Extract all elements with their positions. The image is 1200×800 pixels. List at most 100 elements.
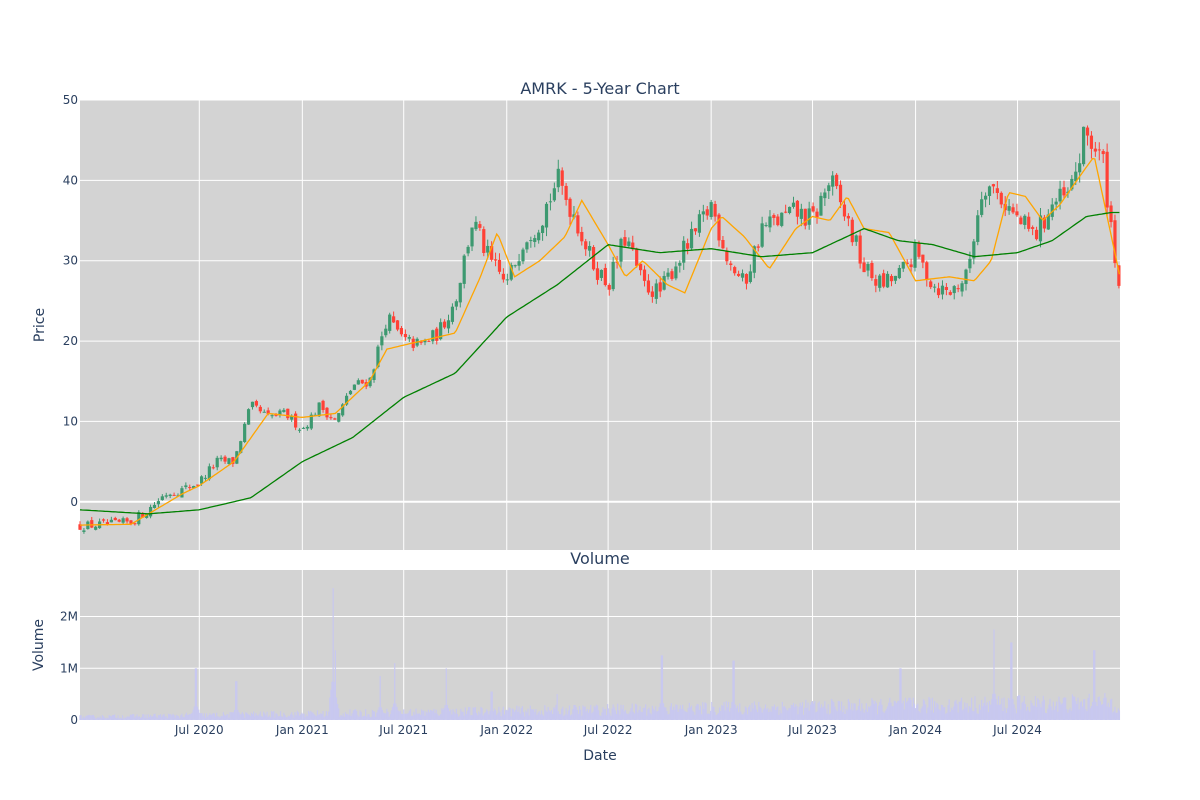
volume-bar — [232, 712, 235, 720]
volume-bar — [478, 711, 480, 720]
volume-bar — [307, 710, 310, 720]
volume-bar — [126, 716, 128, 720]
volume-bar — [990, 704, 992, 720]
volume-bar — [321, 713, 323, 720]
volume-bar — [906, 702, 908, 720]
volume-bar — [617, 703, 619, 720]
volume-bar — [931, 697, 933, 720]
candle-up — [627, 241, 631, 247]
volume-bar — [82, 716, 84, 720]
volume-bar — [434, 712, 436, 720]
volume-bar — [361, 716, 363, 720]
candle-down — [1019, 217, 1023, 225]
volume-bar — [1013, 704, 1015, 720]
volume-bar — [184, 714, 186, 720]
volume-bar — [707, 713, 709, 720]
volume-bar — [390, 710, 392, 720]
volume-bar — [611, 708, 613, 720]
volume-bar — [398, 711, 400, 720]
candle-down — [442, 321, 447, 328]
volume-bar — [219, 717, 221, 720]
volume-bar — [535, 709, 537, 720]
volume-bar — [925, 704, 927, 720]
volume-bar — [865, 703, 867, 720]
volume-bar — [574, 705, 576, 720]
volume-bar — [259, 711, 261, 720]
candle-down — [607, 284, 611, 290]
candle-down — [141, 513, 145, 518]
volume-bar — [586, 709, 588, 720]
volume-bar — [409, 709, 412, 720]
volume-bar — [142, 714, 144, 720]
volume-bar — [437, 715, 440, 720]
candle-down — [729, 263, 733, 266]
volume-bar — [273, 711, 275, 720]
volume-bar — [739, 703, 741, 720]
volume-bar — [170, 714, 172, 720]
volume-bar — [860, 710, 862, 720]
volume-bar — [117, 715, 119, 720]
volume-bar — [654, 710, 656, 720]
volume-bar — [798, 706, 800, 720]
candle-down — [1031, 227, 1035, 229]
price-y-tick-label: 40 — [63, 173, 78, 187]
volume-bar — [1087, 697, 1089, 720]
candle-up — [192, 486, 196, 489]
candle-up — [148, 506, 153, 517]
candle-up — [983, 195, 988, 200]
volume-bar — [596, 705, 599, 720]
volume-bar — [796, 706, 798, 720]
volume-bar — [716, 714, 718, 720]
candle-up — [227, 458, 231, 465]
volume-bar — [937, 704, 939, 720]
volume-bar — [471, 715, 473, 720]
volume-bar — [1072, 696, 1075, 720]
volume-bar — [928, 697, 930, 720]
volume-bar — [93, 716, 96, 720]
volume-bar — [246, 712, 248, 720]
volume-bar — [1115, 712, 1117, 720]
candle-up — [682, 240, 686, 263]
volume-bar — [687, 707, 689, 720]
volume-bar — [527, 708, 529, 720]
candle-down — [133, 523, 137, 525]
volume-bar — [986, 702, 988, 720]
volume-bar — [337, 703, 339, 720]
candle-down — [564, 185, 568, 200]
volume-bar — [179, 718, 181, 720]
volume-bar — [263, 711, 265, 720]
volume-bar — [431, 710, 433, 720]
candle-up — [666, 272, 670, 277]
candle-up — [513, 265, 517, 267]
volume-bar — [1002, 710, 1004, 720]
candle-up — [199, 476, 204, 484]
volume-bar — [455, 708, 457, 720]
volume-bar — [911, 706, 913, 720]
volume-bar — [143, 714, 145, 720]
candle-up — [787, 206, 792, 213]
volume-bar — [667, 714, 669, 720]
volume-bar — [120, 718, 123, 720]
candle-up — [470, 227, 474, 247]
volume-bar — [165, 716, 167, 720]
price-y-tick-label: 30 — [63, 254, 78, 268]
volume-bar — [649, 712, 651, 720]
volume-bar — [801, 702, 804, 720]
candle-down — [392, 316, 396, 323]
volume-bar — [128, 716, 130, 720]
candle-down — [560, 170, 564, 186]
volume-bar — [1114, 706, 1116, 720]
volume-bar — [698, 709, 701, 720]
candle-up — [968, 258, 972, 269]
volume-bar — [806, 707, 808, 720]
volume-bar — [941, 705, 944, 720]
candle-down — [811, 206, 815, 212]
volume-bar — [872, 700, 874, 720]
volume-bar — [1094, 650, 1096, 720]
volume-bar — [1085, 709, 1087, 720]
volume-bar — [541, 714, 544, 720]
volume-bar — [886, 706, 889, 720]
volume-bar — [745, 707, 748, 720]
volume-bar — [353, 709, 356, 720]
